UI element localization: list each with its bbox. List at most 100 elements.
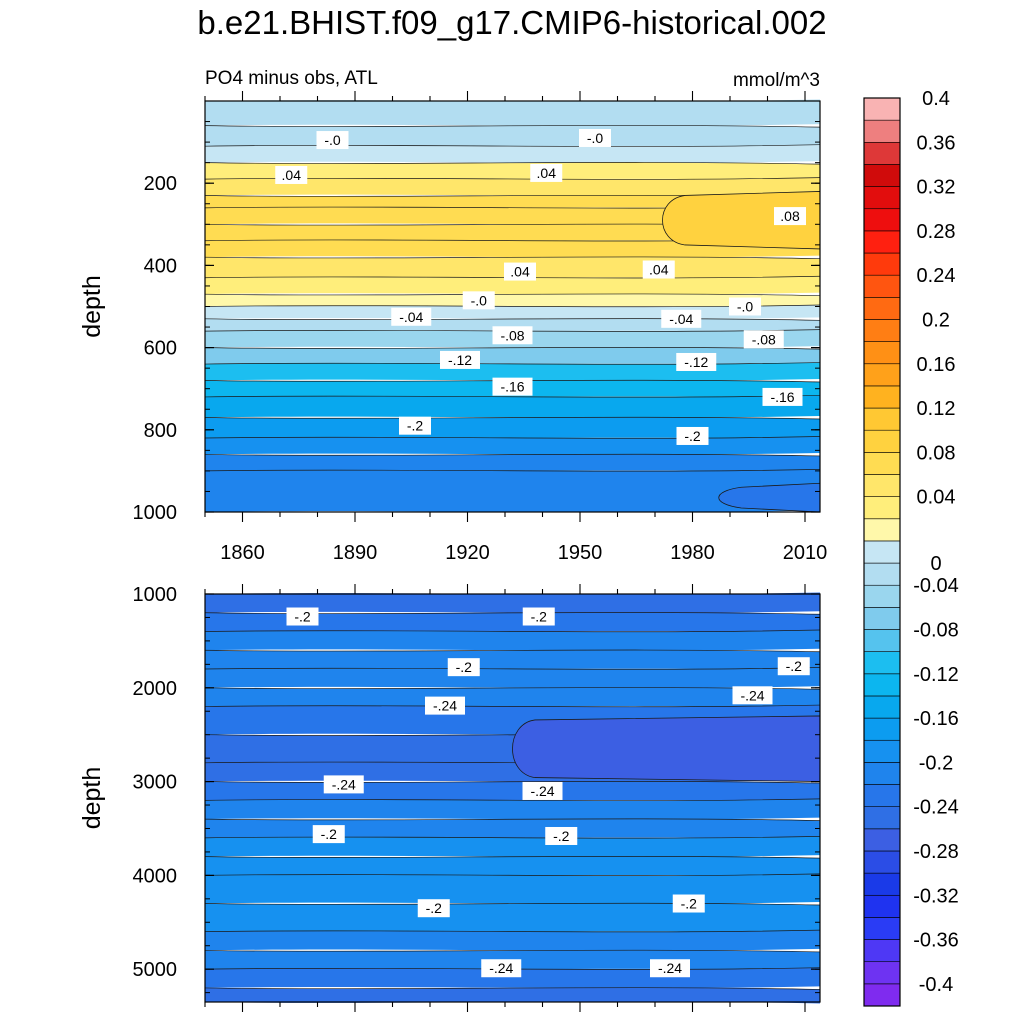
contour-label: -.24 [650, 959, 690, 978]
colorbar-swatch [863, 119, 901, 143]
contour-line [204, 949, 821, 953]
contour-band [205, 687, 820, 709]
colorbar-swatch [863, 762, 901, 785]
contour-label: -.08 [492, 326, 533, 345]
colorbar-swatch [863, 651, 901, 675]
colorbar-swatch [863, 983, 901, 1007]
contour-label-text: -.0 [471, 292, 488, 308]
contour-label-text: -.24 [740, 687, 764, 703]
contour-feature-contour [718, 482, 821, 513]
contour-line [204, 416, 821, 420]
colorbar-swatch [863, 961, 901, 985]
contour-label-text: .04 [510, 264, 530, 280]
colorbar-label: 0.36 [917, 132, 956, 154]
colorbar-swatch [863, 97, 901, 121]
contour-line [204, 667, 821, 670]
colorbar-swatch [863, 141, 901, 165]
colorbar-label: -0.04 [913, 575, 959, 597]
contour-line [204, 687, 821, 690]
colorbar-swatch [863, 297, 901, 320]
colorbar-swatch [863, 917, 901, 940]
contour-label: -.2 [672, 894, 705, 913]
colorbar-swatch [863, 739, 901, 763]
contour-line [204, 818, 821, 821]
contour-band [205, 836, 820, 857]
y-tick-label: 600 [144, 338, 177, 360]
contour-label: -.24 [425, 696, 465, 715]
contour-line [204, 293, 821, 297]
contour-line [204, 798, 821, 801]
contour-band [205, 305, 820, 320]
contour-band [205, 293, 820, 308]
contour-label-text: .04 [537, 165, 557, 181]
contour-band [205, 469, 820, 513]
contour-label: -.12 [676, 352, 717, 371]
contour-label: -.0 [579, 128, 611, 147]
contour-label-text: .04 [282, 167, 302, 183]
contour-band [205, 144, 820, 163]
contour-label: -.2 [545, 826, 578, 845]
colorbar-swatch [863, 894, 901, 918]
contour-label-text: -.2 [294, 609, 311, 625]
contour-label-text: -.2 [531, 609, 548, 625]
y-tick-label: 5000 [133, 959, 178, 981]
contour-band [205, 612, 820, 634]
colorbar-swatch [863, 363, 901, 387]
contour-label-text: -.16 [500, 379, 524, 395]
contour-line [204, 256, 821, 260]
contour-band [205, 454, 820, 473]
colorbar-label: 0.08 [917, 442, 956, 464]
contour-band [205, 798, 820, 820]
contour-label: -.08 [743, 330, 784, 349]
colorbar-label: 0.4 [922, 88, 950, 110]
contour-label-text: -.2 [684, 428, 701, 444]
contour-line [204, 929, 821, 933]
colorbar-swatch [863, 452, 901, 475]
contour-label-text: -.12 [684, 354, 708, 370]
contour-band [205, 99, 820, 126]
colorbar-label: -0.2 [919, 752, 953, 774]
contour-band [205, 436, 820, 455]
contour-label-text: -.2 [407, 418, 424, 434]
colorbar-swatch [863, 496, 901, 520]
contour-label: -.2 [286, 607, 319, 626]
contour-label: -.2 [399, 416, 431, 435]
contour-label: .04 [504, 262, 536, 281]
colorbar-label: -0.08 [913, 620, 959, 642]
contour-line [204, 469, 821, 472]
contour-band [205, 162, 820, 181]
contour-band [205, 856, 820, 877]
contour-label: -.16 [492, 377, 533, 396]
colorbar-swatch [863, 274, 901, 298]
contour-band [205, 125, 820, 148]
contour-label: -.0 [462, 291, 495, 310]
y-axis-label: depth [78, 767, 106, 830]
colorbar-swatch [863, 784, 901, 807]
contour-label: -.2 [312, 825, 345, 844]
contour-feature-min [512, 715, 821, 782]
contour-band [205, 987, 820, 1004]
contour-label: -.2 [676, 426, 709, 445]
colorbar-swatch [863, 584, 901, 608]
colorbar-swatch [863, 717, 901, 741]
contour-line [204, 704, 821, 708]
contour-label-text: .08 [780, 208, 800, 224]
colorbar-swatch [863, 828, 901, 852]
colorbar-swatch [863, 806, 901, 830]
contour-line [204, 780, 821, 784]
contour-band [205, 592, 820, 614]
colorbar-label: -0.12 [913, 664, 959, 686]
contour-label-text: -.24 [489, 960, 513, 976]
contour-label: -.04 [391, 307, 432, 326]
contour-label-text: -.08 [752, 331, 776, 347]
contour-label-text: -.16 [770, 389, 794, 405]
colorbar-swatch [863, 208, 901, 232]
colorbar-label: 0.16 [917, 354, 956, 376]
contour-label: -.12 [440, 350, 480, 369]
lower-depth-panel: -.2 -.2 -.2 -.2 -.24 -.24 -.24 -.24 -.2 -.2 -.2 -.2… [78, 584, 821, 1012]
colorbar-swatch [863, 164, 901, 187]
contour-band [205, 417, 820, 440]
x-tick-label: 1860 [220, 542, 265, 564]
colorbar-swatch [863, 407, 901, 431]
contour-label: -.24 [481, 959, 522, 978]
